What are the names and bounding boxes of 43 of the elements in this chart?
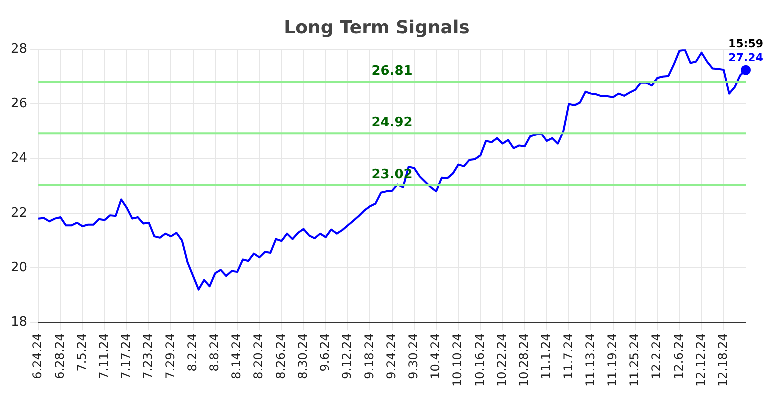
x-tick-label: 10.22.24 bbox=[494, 334, 509, 387]
x-tick-label: 11.19.24 bbox=[605, 334, 620, 387]
chart-title: Long Term Signals bbox=[284, 17, 470, 38]
x-tick-label: 8.30.24 bbox=[296, 334, 310, 380]
x-tick-label: 7.17.24 bbox=[119, 334, 134, 380]
x-tick-label: 12.2.24 bbox=[650, 334, 664, 380]
x-tick-label: 7.23.24 bbox=[141, 334, 156, 380]
ref-line-label: 24.92 bbox=[372, 116, 413, 131]
data-label: 27.24 bbox=[728, 52, 764, 65]
y-tick-label: 18 bbox=[10, 314, 28, 330]
y-tick-label: 28 bbox=[10, 42, 28, 57]
annotation: 15:59 bbox=[728, 38, 764, 51]
x-tick-label: 7.5.24 bbox=[74, 334, 89, 372]
x-tick-label: 10.28.24 bbox=[517, 334, 532, 387]
x-tick-label: 9.30.24 bbox=[406, 334, 421, 380]
x-tick-label: 10.4.24 bbox=[428, 334, 443, 380]
x-tick-label: 10.10.24 bbox=[450, 334, 465, 387]
x-tick-label: 7.11.24 bbox=[96, 334, 111, 380]
ref-line-label: 26.81 bbox=[372, 64, 413, 79]
x-tick-label: 11.1.24 bbox=[539, 334, 554, 380]
x-tick-label: 8.8.24 bbox=[208, 334, 222, 372]
x-tick-label: 11.7.24 bbox=[561, 334, 576, 380]
y-tick-label: 22 bbox=[10, 206, 28, 221]
x-tick-label: 11.13.24 bbox=[583, 334, 598, 387]
x-tick-label: 6.28.24 bbox=[52, 334, 67, 380]
x-tick-label: 12.12.24 bbox=[694, 334, 708, 387]
x-tick-label: 10.16.24 bbox=[472, 334, 487, 387]
x-tick-label: 8.20.24 bbox=[252, 334, 266, 380]
x-tick-label: 8.2.24 bbox=[185, 334, 200, 372]
x-tick-label: 6.24.24 bbox=[30, 334, 45, 380]
y-tick-label: 26 bbox=[10, 96, 28, 112]
x-tick-label: 9.18.24 bbox=[362, 334, 376, 380]
x-tick-label: 7.29.24 bbox=[163, 334, 178, 380]
x-tick-label: 9.24.24 bbox=[384, 334, 398, 380]
x-tick-label: 12.6.24 bbox=[672, 334, 686, 380]
y-tick-label: 24 bbox=[10, 151, 28, 166]
x-tick-label: 11.25.24 bbox=[628, 334, 642, 387]
x-tick-label: 9.12.24 bbox=[340, 334, 354, 380]
x-tick-label: 8.14.24 bbox=[230, 334, 244, 380]
y-tick-label: 20 bbox=[10, 260, 28, 276]
x-tick-label: 9.6.24 bbox=[318, 334, 332, 372]
x-tick-label: 8.26.24 bbox=[274, 334, 288, 380]
x-tick-label: 12.18.24 bbox=[716, 334, 730, 387]
